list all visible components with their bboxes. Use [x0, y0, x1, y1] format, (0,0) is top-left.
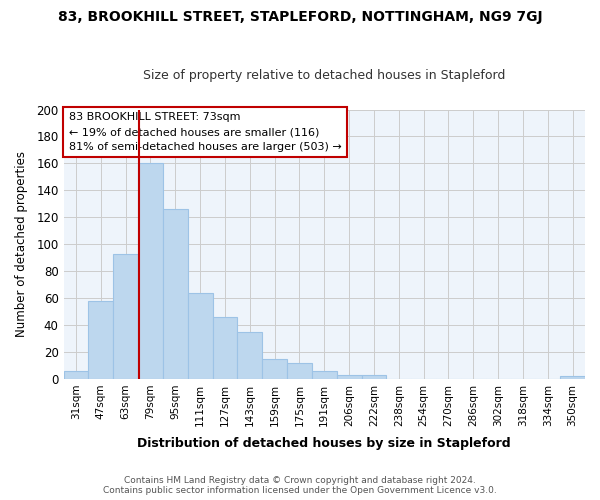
Text: 83 BROOKHILL STREET: 73sqm
← 19% of detached houses are smaller (116)
81% of sem: 83 BROOKHILL STREET: 73sqm ← 19% of deta… [69, 112, 341, 152]
Bar [138, 164, 163, 379]
Text: 83, BROOKHILL STREET, STAPLEFORD, NOTTINGHAM, NG9 7GJ: 83, BROOKHILL STREET, STAPLEFORD, NOTTIN… [58, 10, 542, 24]
Bar [560, 376, 585, 379]
Bar [262, 358, 287, 379]
Bar [64, 371, 88, 379]
Title: Size of property relative to detached houses in Stapleford: Size of property relative to detached ho… [143, 69, 505, 82]
X-axis label: Distribution of detached houses by size in Stapleford: Distribution of detached houses by size … [137, 437, 511, 450]
Bar [163, 209, 188, 379]
Bar [312, 371, 337, 379]
Bar [337, 375, 362, 379]
Y-axis label: Number of detached properties: Number of detached properties [15, 151, 28, 337]
Bar [238, 332, 262, 379]
Text: Contains HM Land Registry data © Crown copyright and database right 2024.
Contai: Contains HM Land Registry data © Crown c… [103, 476, 497, 495]
Bar [362, 375, 386, 379]
Bar [212, 317, 238, 379]
Bar [88, 301, 113, 379]
Bar [188, 292, 212, 379]
Bar [287, 362, 312, 379]
Bar [113, 254, 138, 379]
